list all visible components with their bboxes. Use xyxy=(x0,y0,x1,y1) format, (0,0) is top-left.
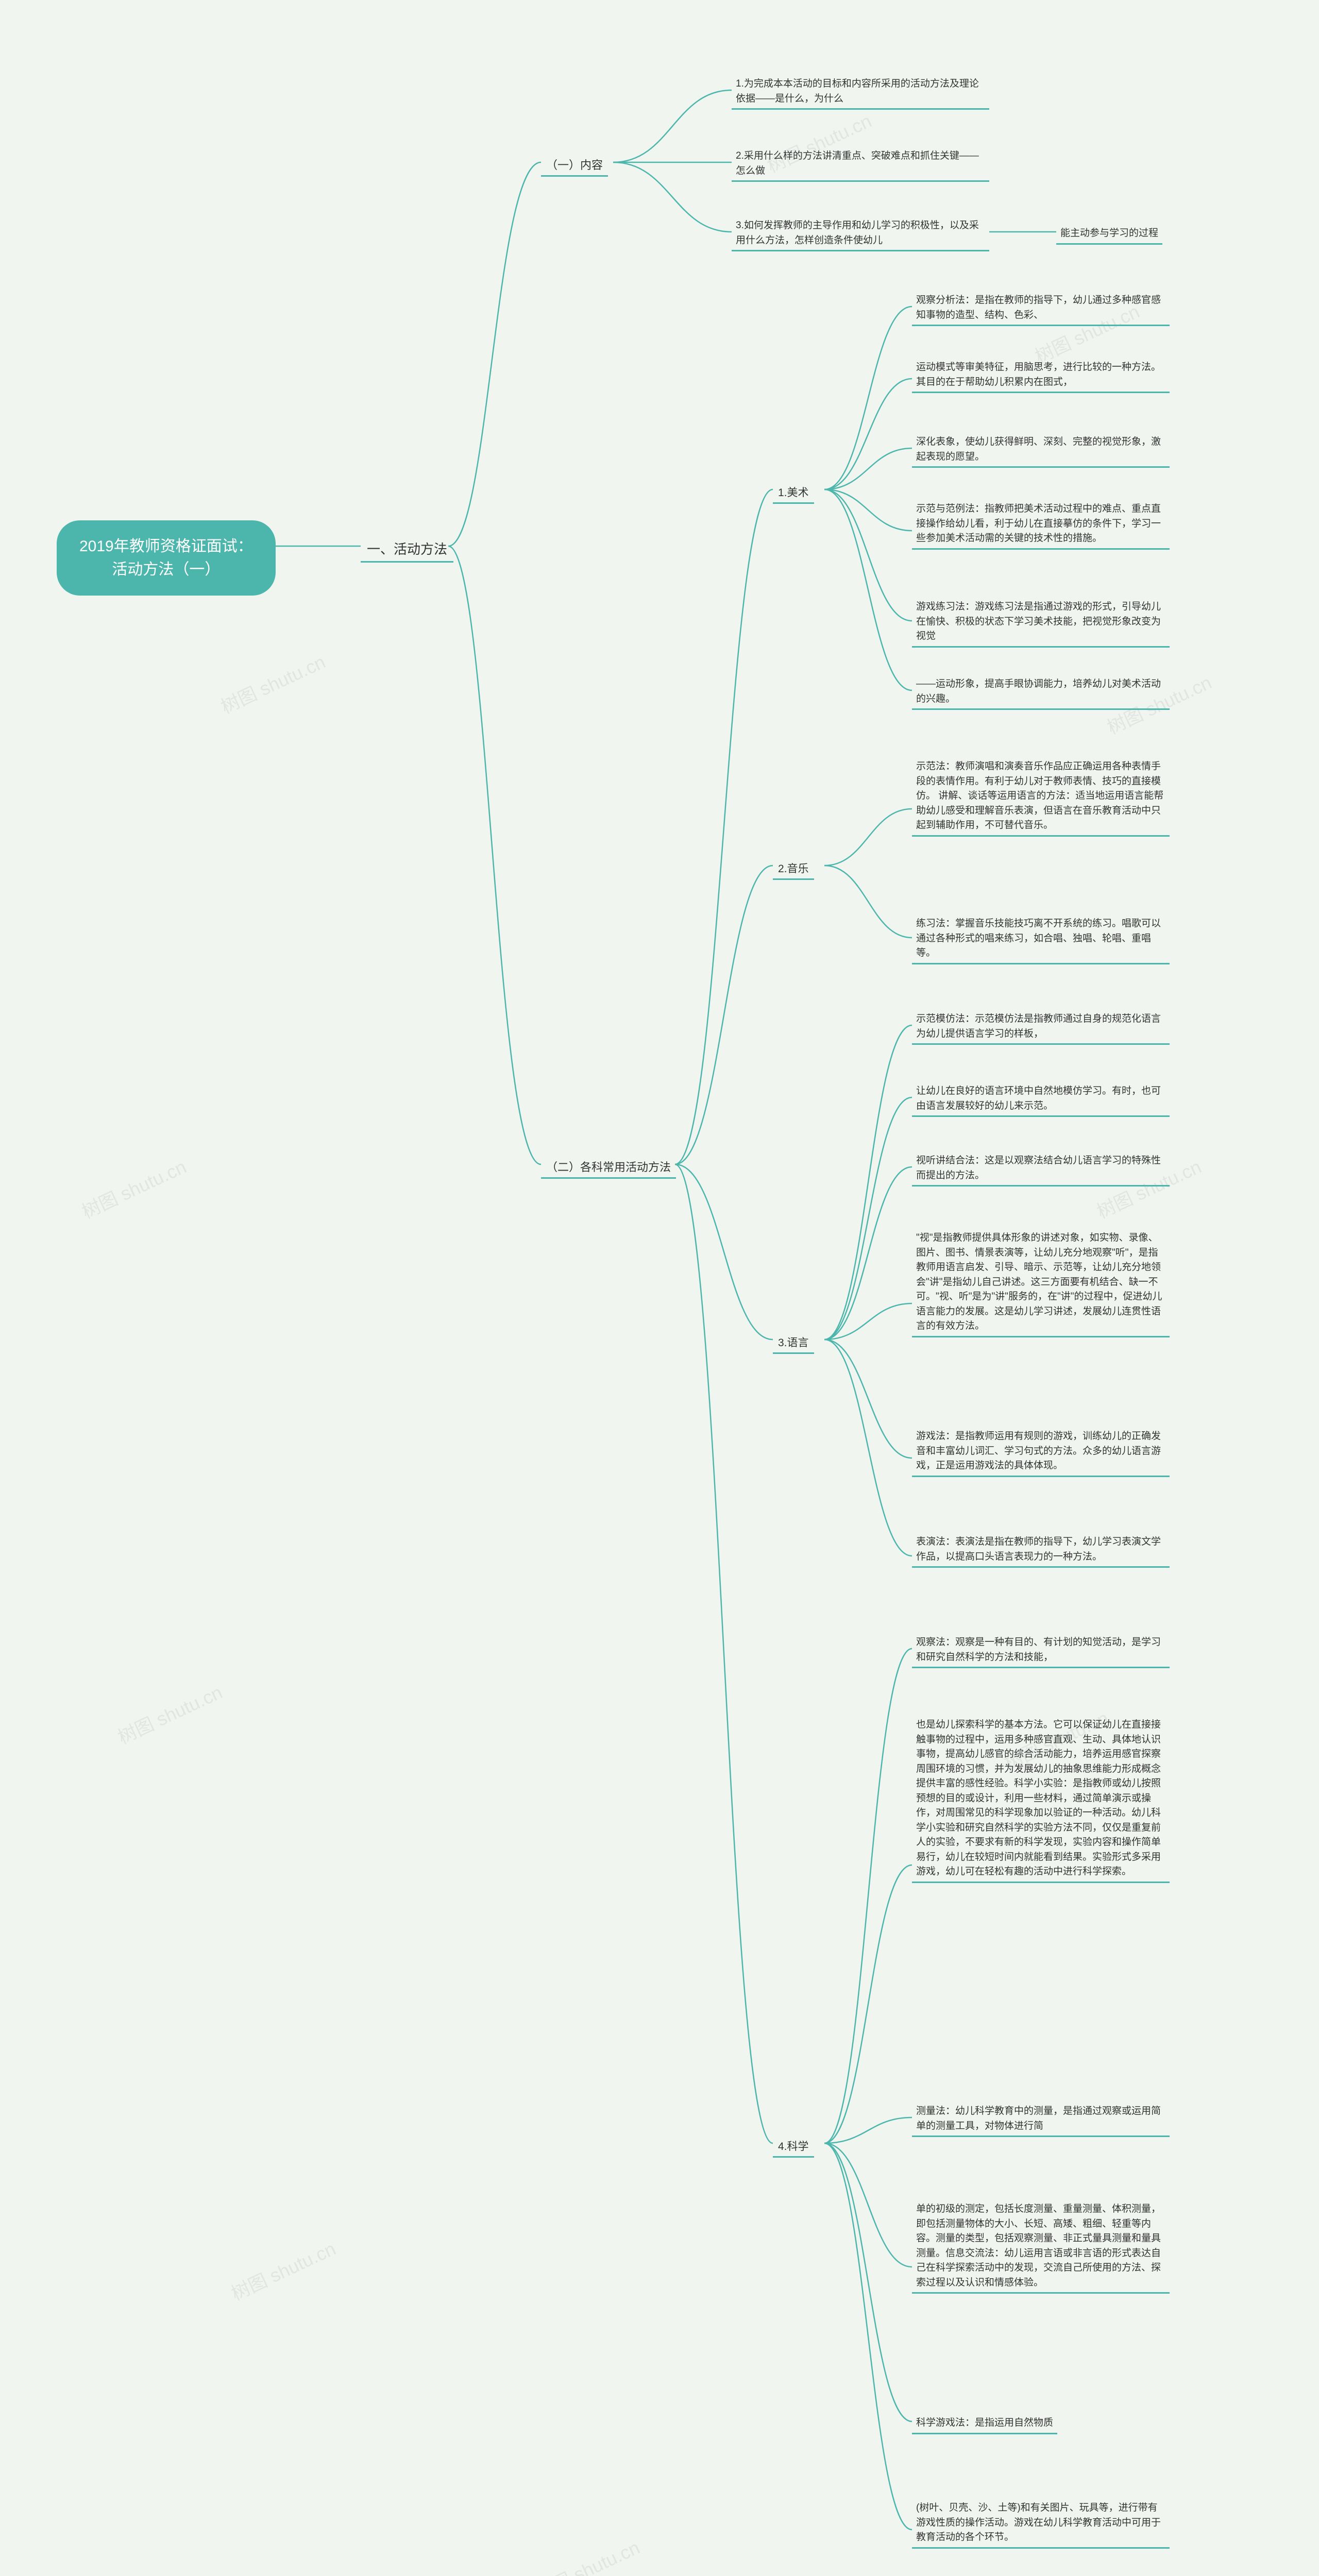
science-item-3: 测量法：幼儿科学教育中的测量，是指通过观察或运用简单的测量工具，对物体进行简 xyxy=(912,2102,1170,2137)
watermark: 树图 shutu.cn xyxy=(216,647,329,719)
content-item-3-sub: 能主动参与学习的过程 xyxy=(1056,224,1162,245)
science-item-5: 科学游戏法：是指运用自然物质 xyxy=(912,2414,1057,2434)
watermark: 树图 shutu.cn xyxy=(113,1677,226,1749)
science-item-4: 单的初级的测定，包括长度测量、重量测量、体积测量，即包括测量物体的大小、长短、高… xyxy=(912,2200,1170,2294)
subject-science: 4.科学 xyxy=(773,2136,814,2158)
language-item-6: 表演法：表演法是指在教师的指导下，幼儿学习表演文学作品，以提高口头语言表现力的一… xyxy=(912,1533,1170,1568)
content-item-3: 3.如何发挥教师的主导作用和幼儿学习的积极性，以及采用什么方法，怎样创造条件使幼… xyxy=(732,216,989,251)
root-node: 2019年教师资格证面试： 活动方法（一） xyxy=(57,520,276,596)
art-item-1: 观察分析法：是指在教师的指导下，幼儿通过多种感官感知事物的造型、结构、色彩、 xyxy=(912,291,1170,326)
language-item-5: 游戏法：是指教师运用有规则的游戏，训练幼儿的正确发音和丰富幼儿词汇、学习句式的方… xyxy=(912,1427,1170,1477)
content-item-2: 2.采用什么样的方法讲清重点、突破难点和抓住关键——怎么做 xyxy=(732,147,989,182)
watermark: 树图 shutu.cn xyxy=(77,1152,190,1224)
root-title-line2: 活动方法（一） xyxy=(112,561,220,578)
subject-music: 2.音乐 xyxy=(773,858,814,880)
subject-art: 1.美术 xyxy=(773,482,814,504)
science-item-2: 也是幼儿探索科学的基本方法。它可以保证幼儿在直接接触事物的过程中，运用多种感官直… xyxy=(912,1716,1170,1883)
subject-language: 3.语言 xyxy=(773,1332,814,1354)
level2-subject-methods: （二）各科常用活动方法 xyxy=(541,1156,676,1179)
art-item-3: 深化表象，使幼儿获得鲜明、深刻、完整的视觉形象，激起表现的愿望。 xyxy=(912,433,1170,468)
art-item-6: ——运动形象，提高手眼协调能力，培养幼儿对美术活动的兴趣。 xyxy=(912,675,1170,710)
art-item-5: 游戏练习法：游戏练习法是指通过游戏的形式，引导幼儿在愉快、积极的状态下学习美术技… xyxy=(912,598,1170,648)
art-item-2: 运动模式等审美特征，用脑思考，进行比较的一种方法。其目的在于帮助幼儿积累内在图式… xyxy=(912,358,1170,393)
root-title-line1: 2019年教师资格证面试： xyxy=(79,538,253,555)
art-item-4: 示范与范例法：指教师把美术活动过程中的难点、重点直接操作给幼儿看，利于幼儿在直接… xyxy=(912,500,1170,550)
level1-methods: 一、活动方法 xyxy=(361,536,453,563)
music-item-2: 练习法：掌握音乐技能技巧离不开系统的练习。唱歌可以通过各种形式的唱来练习，如合唱… xyxy=(912,914,1170,964)
language-item-4: "视"是指教师提供具体形象的讲述对象，如实物、录像、图片、图书、情景表演等，让幼… xyxy=(912,1229,1170,1337)
language-item-3: 视听讲结合法：这是以观察法结合幼儿语言学习的特殊性而提出的方法。 xyxy=(912,1151,1170,1187)
language-item-1: 示范模仿法：示范模仿法是指教师通过自身的规范化语言为幼儿提供语言学习的样板， xyxy=(912,1010,1170,1045)
science-item-6: (树叶、贝壳、沙、土等)和有关图片、玩具等，进行带有游戏性质的操作活动。游戏在幼… xyxy=(912,2499,1170,2549)
watermark: 树图 shutu.cn xyxy=(226,2234,340,2306)
content-item-1: 1.为完成本本活动的目标和内容所采用的活动方法及理论依据——是什么，为什么 xyxy=(732,75,989,110)
language-item-2: 让幼儿在良好的语言环境中自然地模仿学习。有时，也可由语言发展较好的幼儿来示范。 xyxy=(912,1082,1170,1117)
watermark: 树图 shutu.cn xyxy=(530,2533,644,2576)
science-item-1: 观察法：观察是一种有目的、有计划的知觉活动，是学习和研究自然科学的方法和技能， xyxy=(912,1633,1170,1668)
music-item-1: 示范法：教师演唱和演奏音乐作品应正确运用各种表情手段的表情作用。有利于幼儿对于教… xyxy=(912,757,1170,837)
level2-content: （一）内容 xyxy=(541,154,608,177)
